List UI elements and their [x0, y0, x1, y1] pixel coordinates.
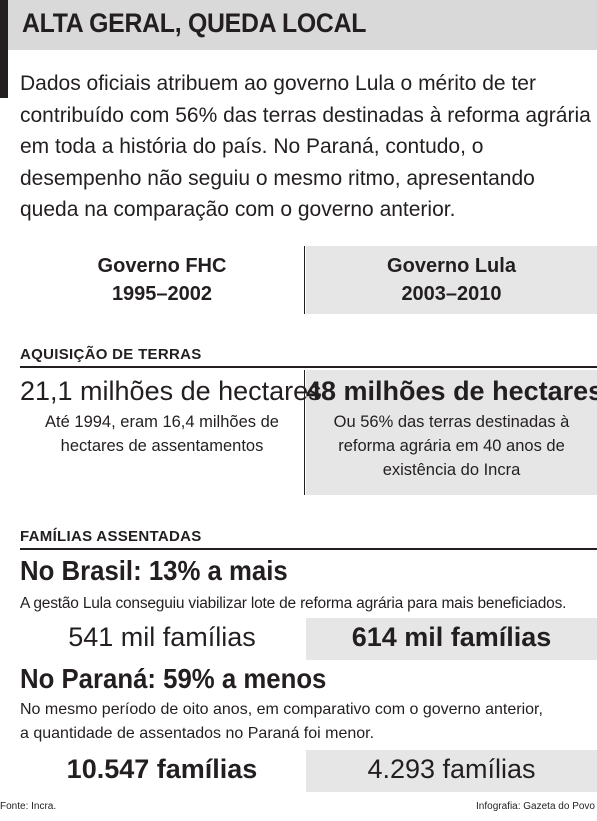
- right-brasil-value: 614 mil famílias: [351, 622, 552, 652]
- right-parana-value: 4.293 famílias: [367, 754, 536, 784]
- column-divider: [304, 246, 305, 314]
- title-bar: [0, 0, 597, 50]
- left-parana-value: 10.547 famílias: [66, 754, 258, 784]
- aquisicao-divider: [304, 370, 305, 495]
- footer-credit: Infografia: Gazeta do Povo: [476, 801, 595, 812]
- left-aquisicao-note: Até 1994, eram 16,4 milhões de hectares …: [45, 413, 279, 455]
- left-aquisicao-value: 21,1 milhões de hectares: [20, 376, 322, 406]
- accent-bar: [0, 0, 8, 98]
- section-rule-familias: [20, 548, 597, 550]
- page-title: ALTA GERAL, QUEDA LOCAL: [22, 8, 367, 38]
- right-column-years: 2003–2010: [401, 283, 502, 305]
- right-column-header: Governo Lula 2003–2010: [306, 252, 597, 308]
- section-label-familias: FAMÍLIAS ASSENTADAS: [20, 528, 202, 545]
- footer-source: Fonte: Incra.: [0, 801, 57, 812]
- left-column-name: Governo FHC: [97, 255, 227, 277]
- intro-paragraph: Dados oficiais atribuem ao governo Lula …: [20, 72, 591, 221]
- right-aquisicao-shade: [306, 370, 597, 495]
- parana-text-line2: a quantidade de assentados no Paraná foi…: [20, 725, 375, 742]
- section-rule-aquisicao: [20, 366, 597, 368]
- right-brasil-shade: [306, 618, 597, 660]
- parana-text-line1: No mesmo período de oito anos, em compar…: [20, 701, 543, 718]
- left-column-years: 1995–2002: [111, 283, 213, 305]
- left-brasil-value: 541 mil famílias: [68, 622, 256, 652]
- right-parana-shade: [306, 750, 597, 792]
- parana-headline: No Paraná: 59% a menos: [20, 663, 327, 694]
- brasil-headline: No Brasil: 13% a mais: [20, 555, 288, 586]
- section-label-aquisicao: AQUISIÇÃO DE TERRAS: [20, 346, 202, 363]
- right-column-header-shade: [306, 246, 597, 314]
- right-aquisicao-value: 48 milhões de hectares: [306, 376, 597, 406]
- left-column-header: Governo FHC 1995–2002: [20, 252, 304, 308]
- brasil-text: A gestão Lula conseguiu viabilizar lote …: [20, 595, 567, 612]
- right-column-name: Governo Lula: [387, 255, 516, 277]
- right-aquisicao-note: Ou 56% das terras destinadas à reforma a…: [333, 413, 570, 479]
